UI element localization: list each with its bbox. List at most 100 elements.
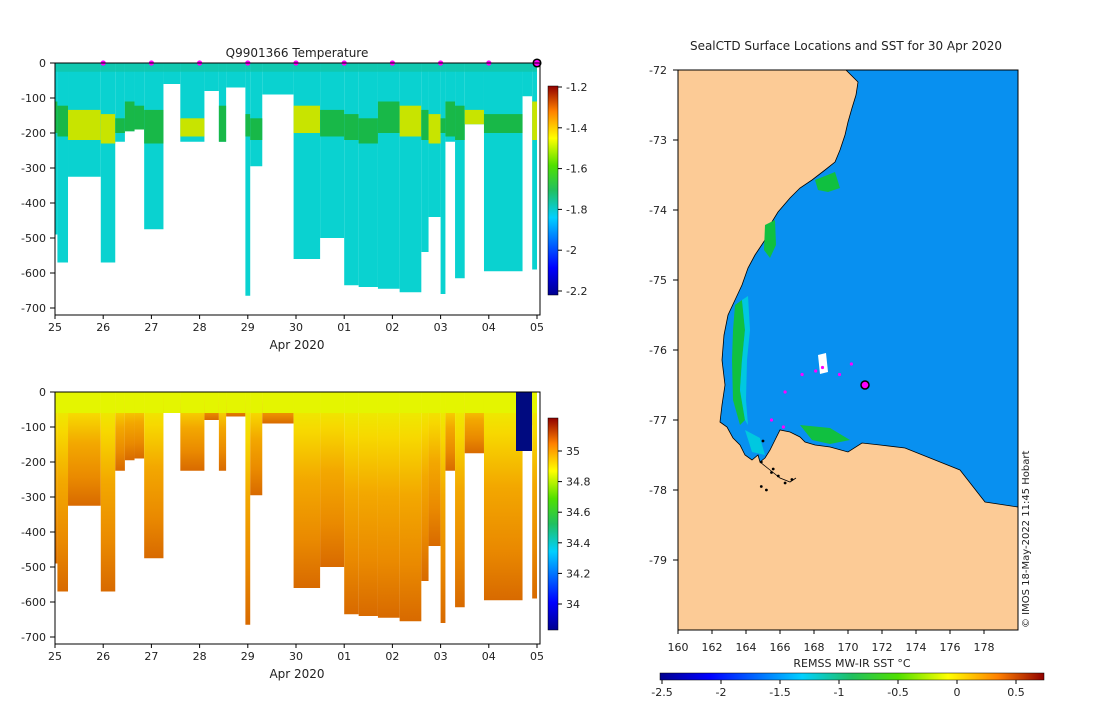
x-tick-label: 30 (289, 321, 303, 334)
salinity-surface-layer (399, 392, 422, 413)
x-tick-label: 04 (482, 321, 496, 334)
colorbar-tick-label: -1.4 (566, 122, 587, 135)
temperature-profile (464, 63, 484, 125)
track-point-old (783, 481, 787, 485)
salinity-surface-layer (377, 392, 400, 413)
surface-layer (218, 63, 227, 72)
x-tick-label: 05 (530, 650, 544, 663)
sst-tick-label: 0.5 (1007, 686, 1025, 699)
salinity-surface-layer (358, 392, 378, 413)
salinity-surface-layer (464, 392, 484, 413)
track-point-recent (800, 372, 804, 377)
salinity-surface-layer (180, 392, 205, 413)
sst-tick-label: -1 (834, 686, 845, 699)
surface-layer (293, 63, 321, 72)
y-tick-label: 0 (39, 57, 46, 70)
track-point-recent (820, 365, 825, 370)
salinity-profile (377, 392, 400, 618)
thermocline-band (320, 109, 345, 137)
temperature-profile (245, 63, 251, 296)
lon-tick-label: 178 (974, 641, 995, 654)
y-tick-label: -200 (21, 127, 46, 140)
salinity-surface-layer (262, 392, 294, 413)
temperature-colorbar-ticks: -1.2 -1.4 -1.6 -1.8 -2 -2.2 (558, 81, 587, 298)
track-point-old (759, 485, 763, 488)
y-tick-label: -200 (21, 456, 46, 469)
temperature-profile (532, 63, 537, 270)
map-credit: © IMOS 18-May-2022 11:45 Hobart (1021, 451, 1032, 628)
x-tick-label: 05 (530, 321, 544, 334)
x-tick-label: 25 (48, 650, 62, 663)
x-tick-label: 25 (48, 321, 62, 334)
thermocline-band (57, 105, 69, 137)
lat-tick-label: -72 (649, 64, 667, 77)
lat-tick-label: -74 (649, 204, 667, 217)
x-tick-label: 26 (96, 650, 110, 663)
coastal-sst-fringe-4 (815, 172, 840, 192)
temperature-profile (293, 63, 321, 259)
temperature-profile (55, 63, 58, 235)
temperature-profile (522, 63, 533, 97)
salinity-profile (245, 392, 251, 625)
y-tick-label: -500 (21, 232, 46, 245)
salinity-profile (320, 392, 345, 567)
thermocline-band (377, 101, 400, 133)
salinity-surface-layer (293, 392, 321, 413)
temperature-x-label: Apr 2020 (269, 338, 324, 352)
temperature-profile (377, 63, 400, 289)
temperature-profile (124, 63, 135, 132)
thermocline-band (532, 101, 537, 140)
lon-tick-label: 172 (872, 641, 893, 654)
surface-layer (464, 63, 484, 72)
track-point-old (771, 467, 775, 471)
surface-layer (445, 63, 456, 72)
map-lat-axis: -72 -73 -74 -75 -76 -77 -78 -79 (649, 64, 678, 567)
temperature-profile (134, 63, 145, 130)
surface-layer (163, 63, 181, 72)
sst-tick-label: -2.5 (651, 686, 672, 699)
surface-layer (180, 63, 205, 72)
salinity-surface-layer (483, 392, 523, 413)
thermocline-band (399, 105, 422, 137)
x-tick-label: 28 (193, 650, 207, 663)
thermocline-band (293, 105, 321, 133)
track-point-old (776, 474, 780, 478)
y-tick-label: -300 (21, 162, 46, 175)
temperature-panel: Q9901366 Temperature 0 -100 -200 -300 -400 -5… (21, 46, 587, 352)
surface-layer (428, 63, 441, 72)
sst-tick-label: -2 (716, 686, 727, 699)
salinity-profile (55, 392, 58, 564)
surface-layer (245, 63, 251, 72)
salinity-surface-layer (55, 392, 58, 413)
salinity-surface-layer (245, 392, 251, 413)
surface-layer (522, 63, 533, 72)
salinity-profile (399, 392, 422, 622)
colorbar-tick-label: 34 (566, 598, 580, 611)
temperature-profile (320, 63, 345, 238)
track-point-old (790, 478, 794, 481)
salinity-surface-layer (68, 392, 101, 413)
salinity-surface-layer (163, 392, 181, 413)
salinity-profile (445, 392, 456, 471)
thermocline-band (180, 118, 205, 137)
surface-layer (124, 63, 135, 72)
temperature-profile (344, 63, 359, 286)
thermocline-band (455, 105, 465, 140)
temperature-profile (100, 63, 116, 263)
map-title: SealCTD Surface Locations and SST for 30… (690, 39, 1002, 53)
track-point-old (765, 488, 768, 492)
lon-tick-label: 160 (668, 641, 689, 654)
salinity-x-label: Apr 2020 (269, 667, 324, 681)
map-lon-axis: 160 162 164 166 168 170 172 174 176 178 (668, 630, 995, 654)
colorbar-tick-label: -1.2 (566, 81, 587, 94)
y-tick-label: -300 (21, 491, 46, 504)
lon-tick-label: 168 (804, 641, 825, 654)
thermocline-band (250, 118, 263, 140)
sst-colorbar-ticks: -2.5 -2 -1.5 -1 -0.5 0 0.5 (651, 680, 1025, 699)
colorbar-tick-label: 34.4 (566, 537, 591, 550)
salinity-profile (218, 392, 227, 471)
y-tick-label: -500 (21, 561, 46, 574)
track-point-old (759, 460, 763, 464)
salinity-surface-layer (344, 392, 359, 413)
x-tick-label: 02 (385, 321, 399, 334)
